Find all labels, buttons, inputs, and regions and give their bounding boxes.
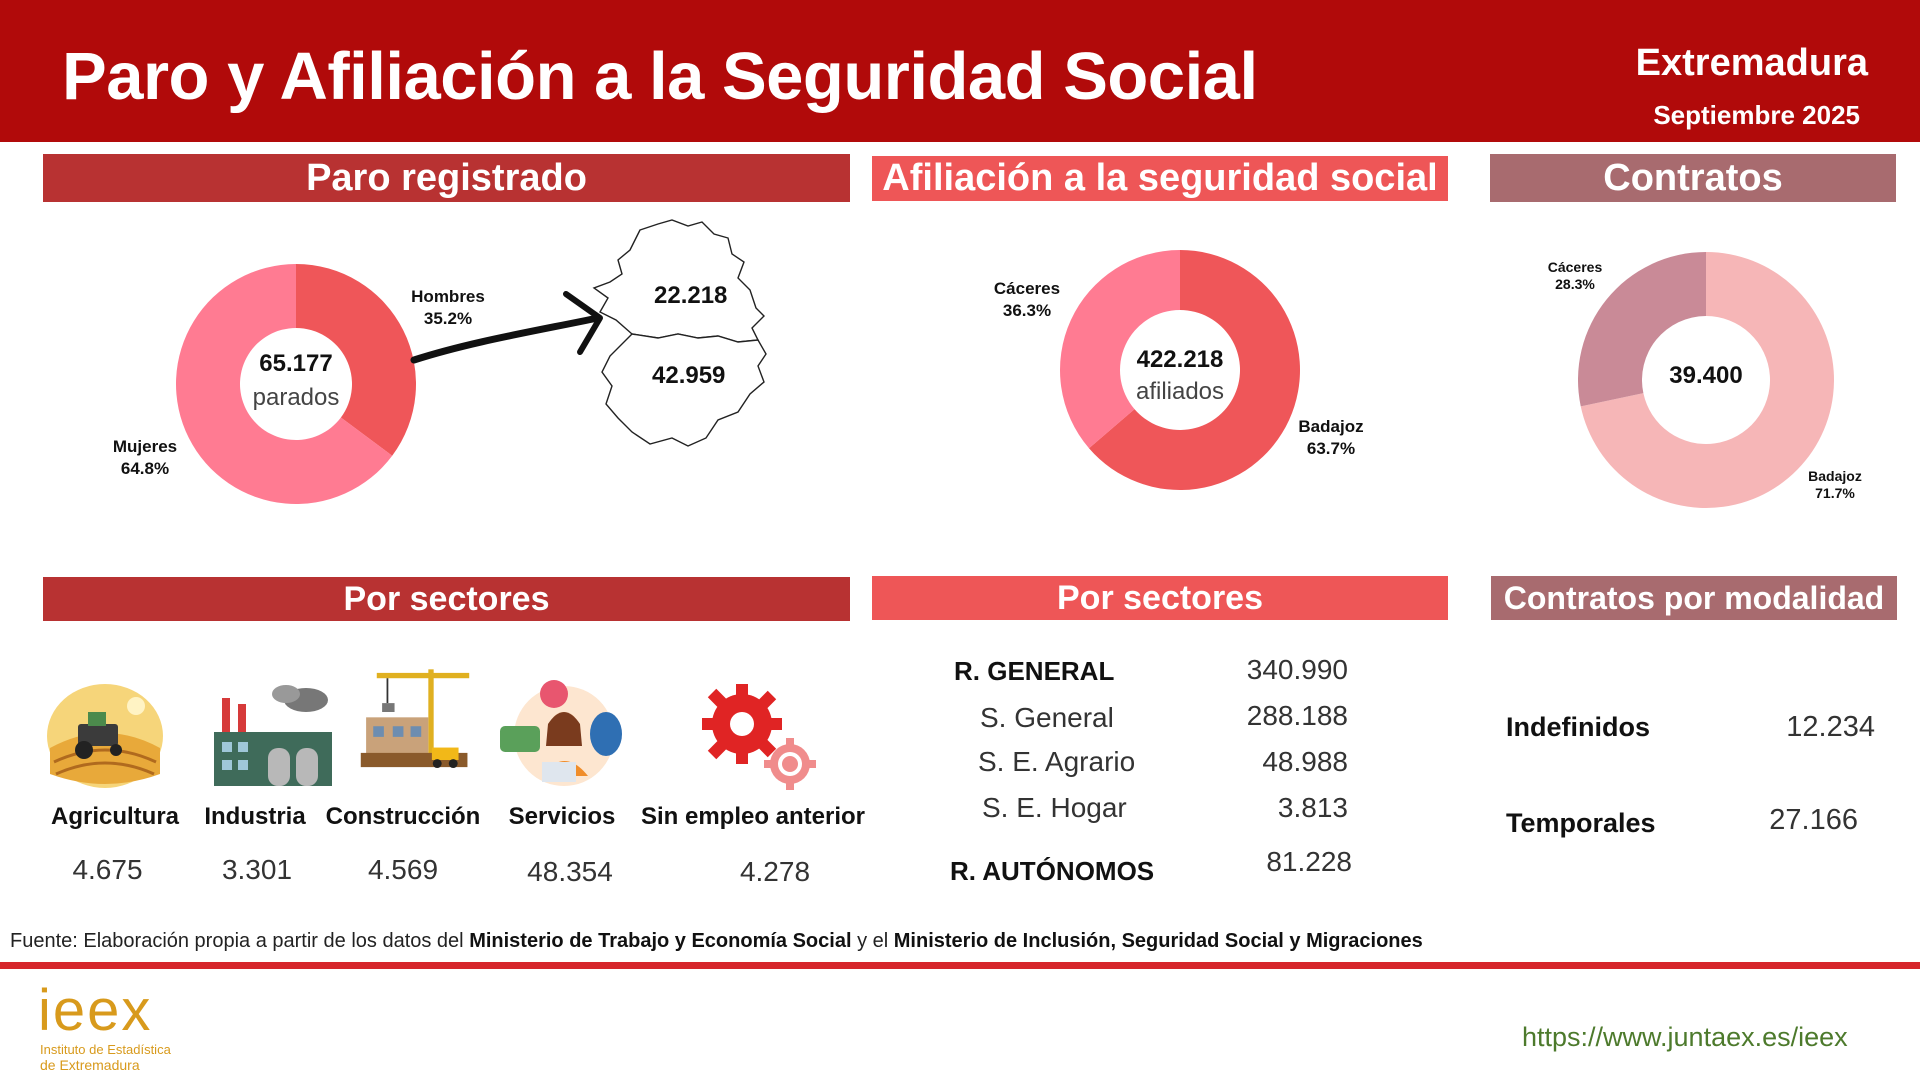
header-band: [0, 0, 1920, 142]
subregime-general-label: S. General: [980, 702, 1114, 733]
contratos-donut-chart: [1578, 252, 1834, 508]
extremadura-map: [592, 219, 767, 447]
source-prefix: Fuente: Elaboración propia a partir de l…: [10, 930, 464, 952]
badajoz-value: 42.959: [652, 362, 726, 389]
sector-value-servicios: 48.354: [527, 856, 613, 887]
paro-slice-hombres: [296, 264, 416, 456]
sector-name-construccion: Construcción: [325, 803, 481, 830]
ieex-logo-subtitle-1: Instituto de Estadística: [40, 1042, 171, 1057]
paro-label-mujeres-pct: 64.8%: [120, 459, 170, 478]
source-mid: y el: [857, 930, 889, 952]
paro-label-mujeres-name: Mujeres: [112, 437, 178, 456]
section-afiliacion: Afiliación a la seguridad social: [872, 156, 1448, 201]
agriculture-icon: [47, 684, 163, 788]
afiliacion-label-caceres: Cáceres 36.3%: [982, 278, 1072, 322]
afiliacion-label-caceres-pct: 36.3%: [1002, 301, 1052, 320]
section-paro-registrado: Paro registrado: [43, 154, 850, 202]
afiliacion-label-badajoz-name: Badajoz: [1298, 417, 1364, 436]
region-label: Extremadura: [1635, 42, 1868, 84]
services-icon: [500, 680, 622, 786]
badajoz-province-outline: [601, 333, 767, 447]
afiliacion-slice-cceres: [1060, 250, 1180, 449]
contratos-label-caceres: Cáceres 28.3%: [1530, 259, 1620, 293]
ieex-logo: ieex: [38, 978, 153, 1043]
afiliacion-center-label: afiliados: [1135, 378, 1225, 405]
contratos-label-badajoz: Badajoz 71.7%: [1790, 468, 1880, 502]
afiliacion-center-value: 422.218: [1136, 346, 1224, 373]
paro-slice-mujeres: [176, 264, 393, 504]
afiliacion-donut-chart: [1060, 250, 1300, 490]
subregime-hogar-value: 3.813: [1277, 792, 1348, 823]
source-org-trabajo: Ministerio de Trabajo y Economía Social: [469, 930, 852, 952]
gears-icon: [702, 684, 816, 790]
regime-autonomos-value: 81.228: [1266, 846, 1352, 877]
subregime-agrario-label: S. E. Agrario: [978, 746, 1136, 777]
afiliacion-label-caceres-name: Cáceres: [993, 279, 1061, 298]
sector-value-sin-empleo: 4.278: [739, 856, 811, 887]
sector-value-industria: 3.301: [221, 854, 293, 885]
section-afiliacion-sectores: Por sectores: [872, 576, 1448, 620]
sector-name-sin-empleo: Sin empleo anterior: [640, 803, 866, 830]
section-contratos-modalidad: Contratos por modalidad: [1491, 576, 1897, 620]
paro-label-mujeres: Mujeres 64.8%: [100, 436, 190, 480]
modalidad-temporales-label: Temporales: [1506, 808, 1656, 838]
paro-center-label: parados: [252, 384, 340, 411]
footer-divider: [0, 962, 1920, 969]
subregime-hogar-label: S. E. Hogar: [982, 792, 1127, 823]
sector-name-agricultura: Agricultura: [50, 803, 179, 830]
caceres-province-outline: [592, 219, 765, 343]
contratos-slice-cceres: [1578, 252, 1706, 407]
afiliacion-slice-badajoz: [1088, 250, 1300, 490]
contratos-label-badajoz-pct: 71.7%: [1815, 485, 1855, 501]
contratos-label-caceres-name: Cáceres: [1547, 259, 1603, 275]
paro-donut-chart: [176, 264, 416, 504]
factory-icon: [214, 685, 332, 786]
date-label: Septiembre 2025: [1653, 100, 1860, 130]
paro-center-value: 65.177: [259, 350, 333, 377]
paro-label-hombres-name: Hombres: [411, 287, 485, 306]
afiliacion-label-badajoz-pct: 63.7%: [1306, 439, 1356, 458]
subregime-general-value: 288.188: [1246, 700, 1348, 731]
sector-name-servicios: Servicios: [508, 803, 616, 830]
modalidad-indefinidos-value: 12.234: [1786, 711, 1875, 743]
page-title: Paro y Afiliación a la Seguridad Social: [62, 39, 1258, 114]
sector-name-industria: Industria: [204, 803, 306, 830]
source-org-inclusion: Ministerio de Inclusión, Seguridad Socia…: [893, 930, 1423, 952]
source-note: Fuente: Elaboración propia a partir de l…: [10, 930, 1423, 953]
section-paro-sectores: Por sectores: [43, 577, 850, 621]
contratos-label-badajoz-name: Badajoz: [1808, 468, 1862, 484]
arrow-icon: [410, 291, 603, 364]
modalidad-temporales-value: 27.166: [1769, 804, 1858, 836]
construction-icon: [360, 669, 470, 768]
contratos-center-value: 39.400: [1669, 362, 1743, 389]
regime-general-value: 340.990: [1246, 654, 1348, 685]
paro-label-hombres: Hombres 35.2%: [400, 286, 496, 330]
contratos-label-caceres-pct: 28.3%: [1555, 276, 1595, 292]
regime-autonomos-label: R. AUTÓNOMOS: [950, 856, 1155, 886]
caceres-value: 22.218: [654, 282, 728, 309]
section-contratos: Contratos: [1490, 154, 1896, 202]
sector-value-construccion: 4.569: [367, 854, 439, 885]
website-link[interactable]: https://www.juntaex.es/ieex: [1522, 1022, 1848, 1052]
paro-label-hombres-pct: 35.2%: [423, 309, 473, 328]
subregime-agrario-value: 48.988: [1262, 746, 1348, 777]
regime-general-label: R. GENERAL: [954, 656, 1115, 686]
modalidad-indefinidos-label: Indefinidos: [1506, 712, 1650, 742]
ieex-logo-subtitle-2: de Extremadura: [40, 1057, 140, 1073]
afiliacion-label-badajoz: Badajoz 63.7%: [1286, 416, 1376, 460]
sector-value-agricultura: 4.675: [72, 854, 143, 885]
contratos-slice-badajoz: [1580, 252, 1834, 508]
